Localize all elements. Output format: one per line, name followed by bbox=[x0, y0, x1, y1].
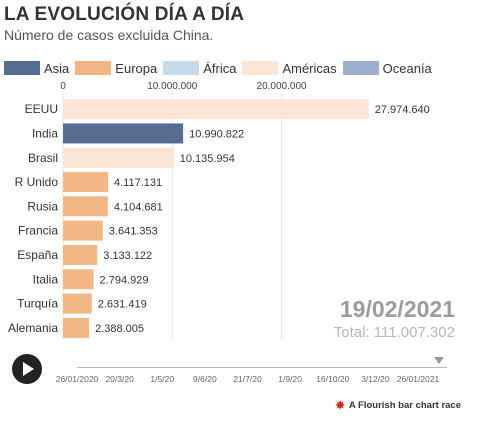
bar-chart: 0 10.000.000 20.000.000 EEUU 27.974.640 India… bbox=[8, 81, 430, 340]
value-label: 3.133.122 bbox=[103, 250, 152, 262]
timeline-label: 1/5/20 bbox=[150, 374, 175, 384]
value-label: 4.104.681 bbox=[114, 201, 163, 213]
bar bbox=[63, 196, 108, 217]
legend-swatch bbox=[4, 61, 40, 75]
credit-text: A Flourish bar chart race bbox=[348, 400, 461, 411]
legend-label: Américas bbox=[282, 60, 337, 76]
value-label: 3.641.353 bbox=[109, 226, 158, 238]
current-date: 19/02/2021 bbox=[339, 296, 455, 322]
category-label: Italia bbox=[33, 272, 59, 286]
timeline-label: 1/9/20 bbox=[278, 374, 302, 384]
category-label: EEUU bbox=[25, 102, 58, 116]
legend-item[interactable]: Europa bbox=[75, 61, 157, 76]
legend-swatch bbox=[75, 61, 112, 75]
timeline-label: 26/01/2020 bbox=[55, 374, 99, 384]
legend: Asia Europa África Américas Oceanía bbox=[4, 60, 438, 76]
x-tick-label: 0 bbox=[60, 81, 66, 92]
timeline-label: 20/3/20 bbox=[105, 374, 134, 384]
category-label: India bbox=[32, 126, 58, 140]
flourish-logo-icon: ✸ bbox=[335, 400, 345, 412]
timeline-track[interactable] bbox=[77, 367, 447, 368]
category-label: Turquía bbox=[17, 297, 58, 311]
bar bbox=[63, 220, 103, 241]
legend-item[interactable]: Oceanía bbox=[342, 60, 432, 76]
legend-label: Asia bbox=[44, 60, 70, 76]
value-label: 2.794.929 bbox=[100, 274, 149, 286]
bar bbox=[63, 317, 90, 338]
value-label: 2.631.419 bbox=[98, 299, 147, 311]
value-label: 27.974.640 bbox=[375, 104, 430, 116]
timeline-handle[interactable] bbox=[434, 357, 444, 364]
bar bbox=[63, 172, 108, 193]
value-label: 10.990.822 bbox=[189, 128, 244, 140]
value-label: 4.117.131 bbox=[114, 177, 162, 189]
timeline-label: 16/10/20 bbox=[316, 374, 350, 384]
timeline-label: 3/12/20 bbox=[361, 374, 390, 384]
legend-label: Oceanía bbox=[382, 60, 432, 76]
legend-item[interactable]: África bbox=[163, 61, 236, 76]
legend-label: África bbox=[203, 60, 237, 76]
bar bbox=[63, 147, 174, 168]
bar bbox=[63, 269, 94, 290]
category-label: Brasil bbox=[28, 151, 58, 165]
legend-swatch bbox=[242, 61, 279, 75]
play-button[interactable] bbox=[12, 354, 42, 384]
timeline-label: 9/6/20 bbox=[193, 374, 217, 384]
category-label: Alemania bbox=[8, 321, 58, 335]
bar bbox=[63, 123, 184, 144]
legend-label: Europa bbox=[115, 60, 158, 76]
timeline-label: 26/01/2021 bbox=[396, 374, 440, 384]
value-label: 10.135.954 bbox=[180, 153, 235, 165]
chart-subtitle: Número de casos excluida China. bbox=[4, 27, 214, 43]
bar bbox=[63, 99, 369, 120]
legend-item[interactable]: Asia bbox=[4, 61, 69, 76]
category-label: España bbox=[17, 248, 58, 262]
category-label: Francia bbox=[18, 224, 58, 238]
total-label: Total: 111.007.302 bbox=[333, 324, 455, 341]
timeline-label: 21/7/20 bbox=[233, 374, 262, 384]
legend-swatch bbox=[342, 61, 379, 75]
chart-title: LA EVOLUCIÓN DÍA A DÍA bbox=[4, 4, 245, 25]
x-tick-label: 10.000.000 bbox=[147, 81, 197, 92]
bar bbox=[63, 293, 92, 314]
bar bbox=[63, 244, 98, 265]
value-label: 2.388.005 bbox=[95, 323, 144, 335]
legend-item[interactable]: Américas bbox=[242, 60, 337, 76]
category-label: R Unido bbox=[15, 175, 59, 189]
category-label: Rusia bbox=[27, 199, 58, 213]
flourish-credit[interactable]: ✸ A Flourish bar chart race bbox=[336, 399, 461, 412]
legend-swatch bbox=[163, 61, 200, 75]
x-tick-label: 20.000.000 bbox=[257, 81, 307, 92]
